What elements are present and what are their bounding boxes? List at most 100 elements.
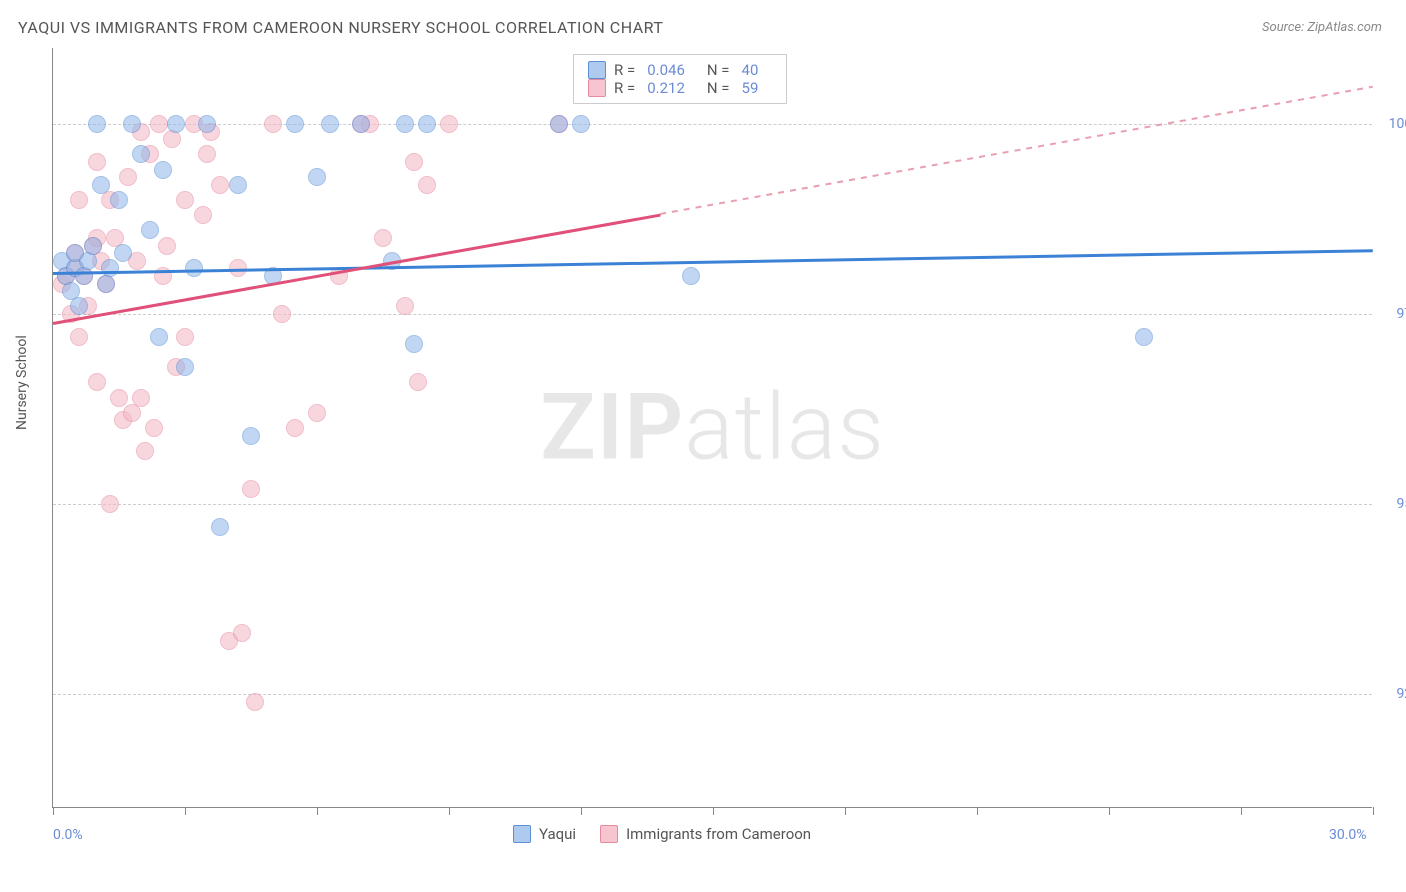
stats-legend-row: R = 0.046 N = 40 xyxy=(588,61,772,79)
scatter-point xyxy=(211,176,229,194)
x-tick xyxy=(977,807,978,815)
x-tick-label: 0.0% xyxy=(53,827,83,843)
x-tick xyxy=(53,807,54,815)
y-tick-label: 92.5% xyxy=(1396,686,1406,702)
scatter-point xyxy=(352,115,370,133)
scatter-point xyxy=(150,115,168,133)
scatter-point xyxy=(440,115,458,133)
chart-title: YAQUI VS IMMIGRANTS FROM CAMEROON NURSER… xyxy=(18,18,663,37)
plot-area: ZIPatlas R =0.046N =40R =0.212N =59 Yaqu… xyxy=(52,48,1372,808)
scatter-point xyxy=(141,221,159,239)
scatter-point xyxy=(75,267,93,285)
x-tick xyxy=(1241,807,1242,815)
scatter-point xyxy=(194,206,212,224)
stats-legend-row: R = 0.212 N = 59 xyxy=(588,79,772,97)
legend-item: Yaqui xyxy=(513,825,576,843)
scatter-point xyxy=(88,373,106,391)
x-tick xyxy=(581,807,582,815)
scatter-point xyxy=(308,168,326,186)
scatter-point xyxy=(242,480,260,498)
stats-legend: R = 0.046 N = 40 R = 0.212 N = 59 xyxy=(573,54,787,104)
scatter-point xyxy=(97,275,115,293)
y-tick-label: 100.0% xyxy=(1389,116,1406,132)
x-tick xyxy=(185,807,186,815)
trendline xyxy=(660,86,1373,215)
r-value: 0.046 xyxy=(647,61,685,79)
scatter-point xyxy=(88,153,106,171)
legend-label: Immigrants from Cameroon xyxy=(626,825,811,843)
scatter-point xyxy=(163,130,181,148)
series-legend: Yaqui Immigrants from Cameroon xyxy=(513,825,811,843)
source-attribution: Source: ZipAtlas.com xyxy=(1262,20,1382,35)
y-tick-label: 97.5% xyxy=(1396,306,1406,322)
legend-swatch xyxy=(513,825,531,843)
x-tick-label: 30.0% xyxy=(1329,827,1367,843)
scatter-point xyxy=(70,297,88,315)
scatter-point xyxy=(418,115,436,133)
scatter-point xyxy=(158,237,176,255)
scatter-point xyxy=(101,495,119,513)
x-tick xyxy=(713,807,714,815)
scatter-point xyxy=(176,191,194,209)
scatter-point xyxy=(396,115,414,133)
scatter-point xyxy=(70,191,88,209)
n-value: 40 xyxy=(742,61,759,79)
gridline xyxy=(53,124,1372,125)
scatter-point xyxy=(286,115,304,133)
scatter-point xyxy=(123,115,141,133)
scatter-point xyxy=(286,419,304,437)
scatter-point xyxy=(110,191,128,209)
trendline xyxy=(53,249,1373,274)
scatter-point xyxy=(154,161,172,179)
scatter-point xyxy=(409,373,427,391)
x-tick xyxy=(317,807,318,815)
legend-item: Immigrants from Cameroon xyxy=(600,825,811,843)
scatter-point xyxy=(198,115,216,133)
r-label: R = xyxy=(614,79,635,97)
y-axis-label: Nursery School xyxy=(14,335,30,430)
scatter-point xyxy=(233,624,251,642)
scatter-point xyxy=(110,389,128,407)
scatter-point xyxy=(176,358,194,376)
x-tick xyxy=(845,807,846,815)
scatter-point xyxy=(84,237,102,255)
y-tick-label: 95.0% xyxy=(1396,496,1406,512)
gridline xyxy=(53,314,1372,315)
scatter-point xyxy=(150,328,168,346)
scatter-point xyxy=(211,518,229,536)
scatter-point xyxy=(88,115,106,133)
scatter-point xyxy=(136,442,154,460)
scatter-point xyxy=(246,693,264,711)
scatter-point xyxy=(70,328,88,346)
scatter-point xyxy=(229,176,247,194)
n-value: 59 xyxy=(742,79,759,97)
r-label: R = xyxy=(614,61,635,79)
x-tick xyxy=(1373,807,1374,815)
scatter-point xyxy=(405,335,423,353)
watermark: ZIPatlas xyxy=(540,374,885,481)
scatter-point xyxy=(114,244,132,262)
scatter-point xyxy=(198,145,216,163)
scatter-point xyxy=(123,404,141,422)
gridline xyxy=(53,504,1372,505)
scatter-point xyxy=(176,328,194,346)
legend-label: Yaqui xyxy=(539,825,576,843)
x-tick xyxy=(449,807,450,815)
scatter-point xyxy=(185,259,203,277)
legend-swatch xyxy=(600,825,618,843)
scatter-point xyxy=(79,252,97,270)
scatter-point xyxy=(132,389,150,407)
scatter-point xyxy=(1135,328,1153,346)
r-value: 0.212 xyxy=(647,79,685,97)
n-label: N = xyxy=(707,79,730,97)
scatter-point xyxy=(273,305,291,323)
scatter-point xyxy=(132,145,150,163)
n-label: N = xyxy=(707,61,730,79)
scatter-point xyxy=(321,115,339,133)
scatter-point xyxy=(396,297,414,315)
watermark-light: atlas xyxy=(684,374,885,481)
x-tick xyxy=(1109,807,1110,815)
scatter-point xyxy=(374,229,392,247)
watermark-bold: ZIP xyxy=(540,374,684,481)
scatter-point xyxy=(405,153,423,171)
